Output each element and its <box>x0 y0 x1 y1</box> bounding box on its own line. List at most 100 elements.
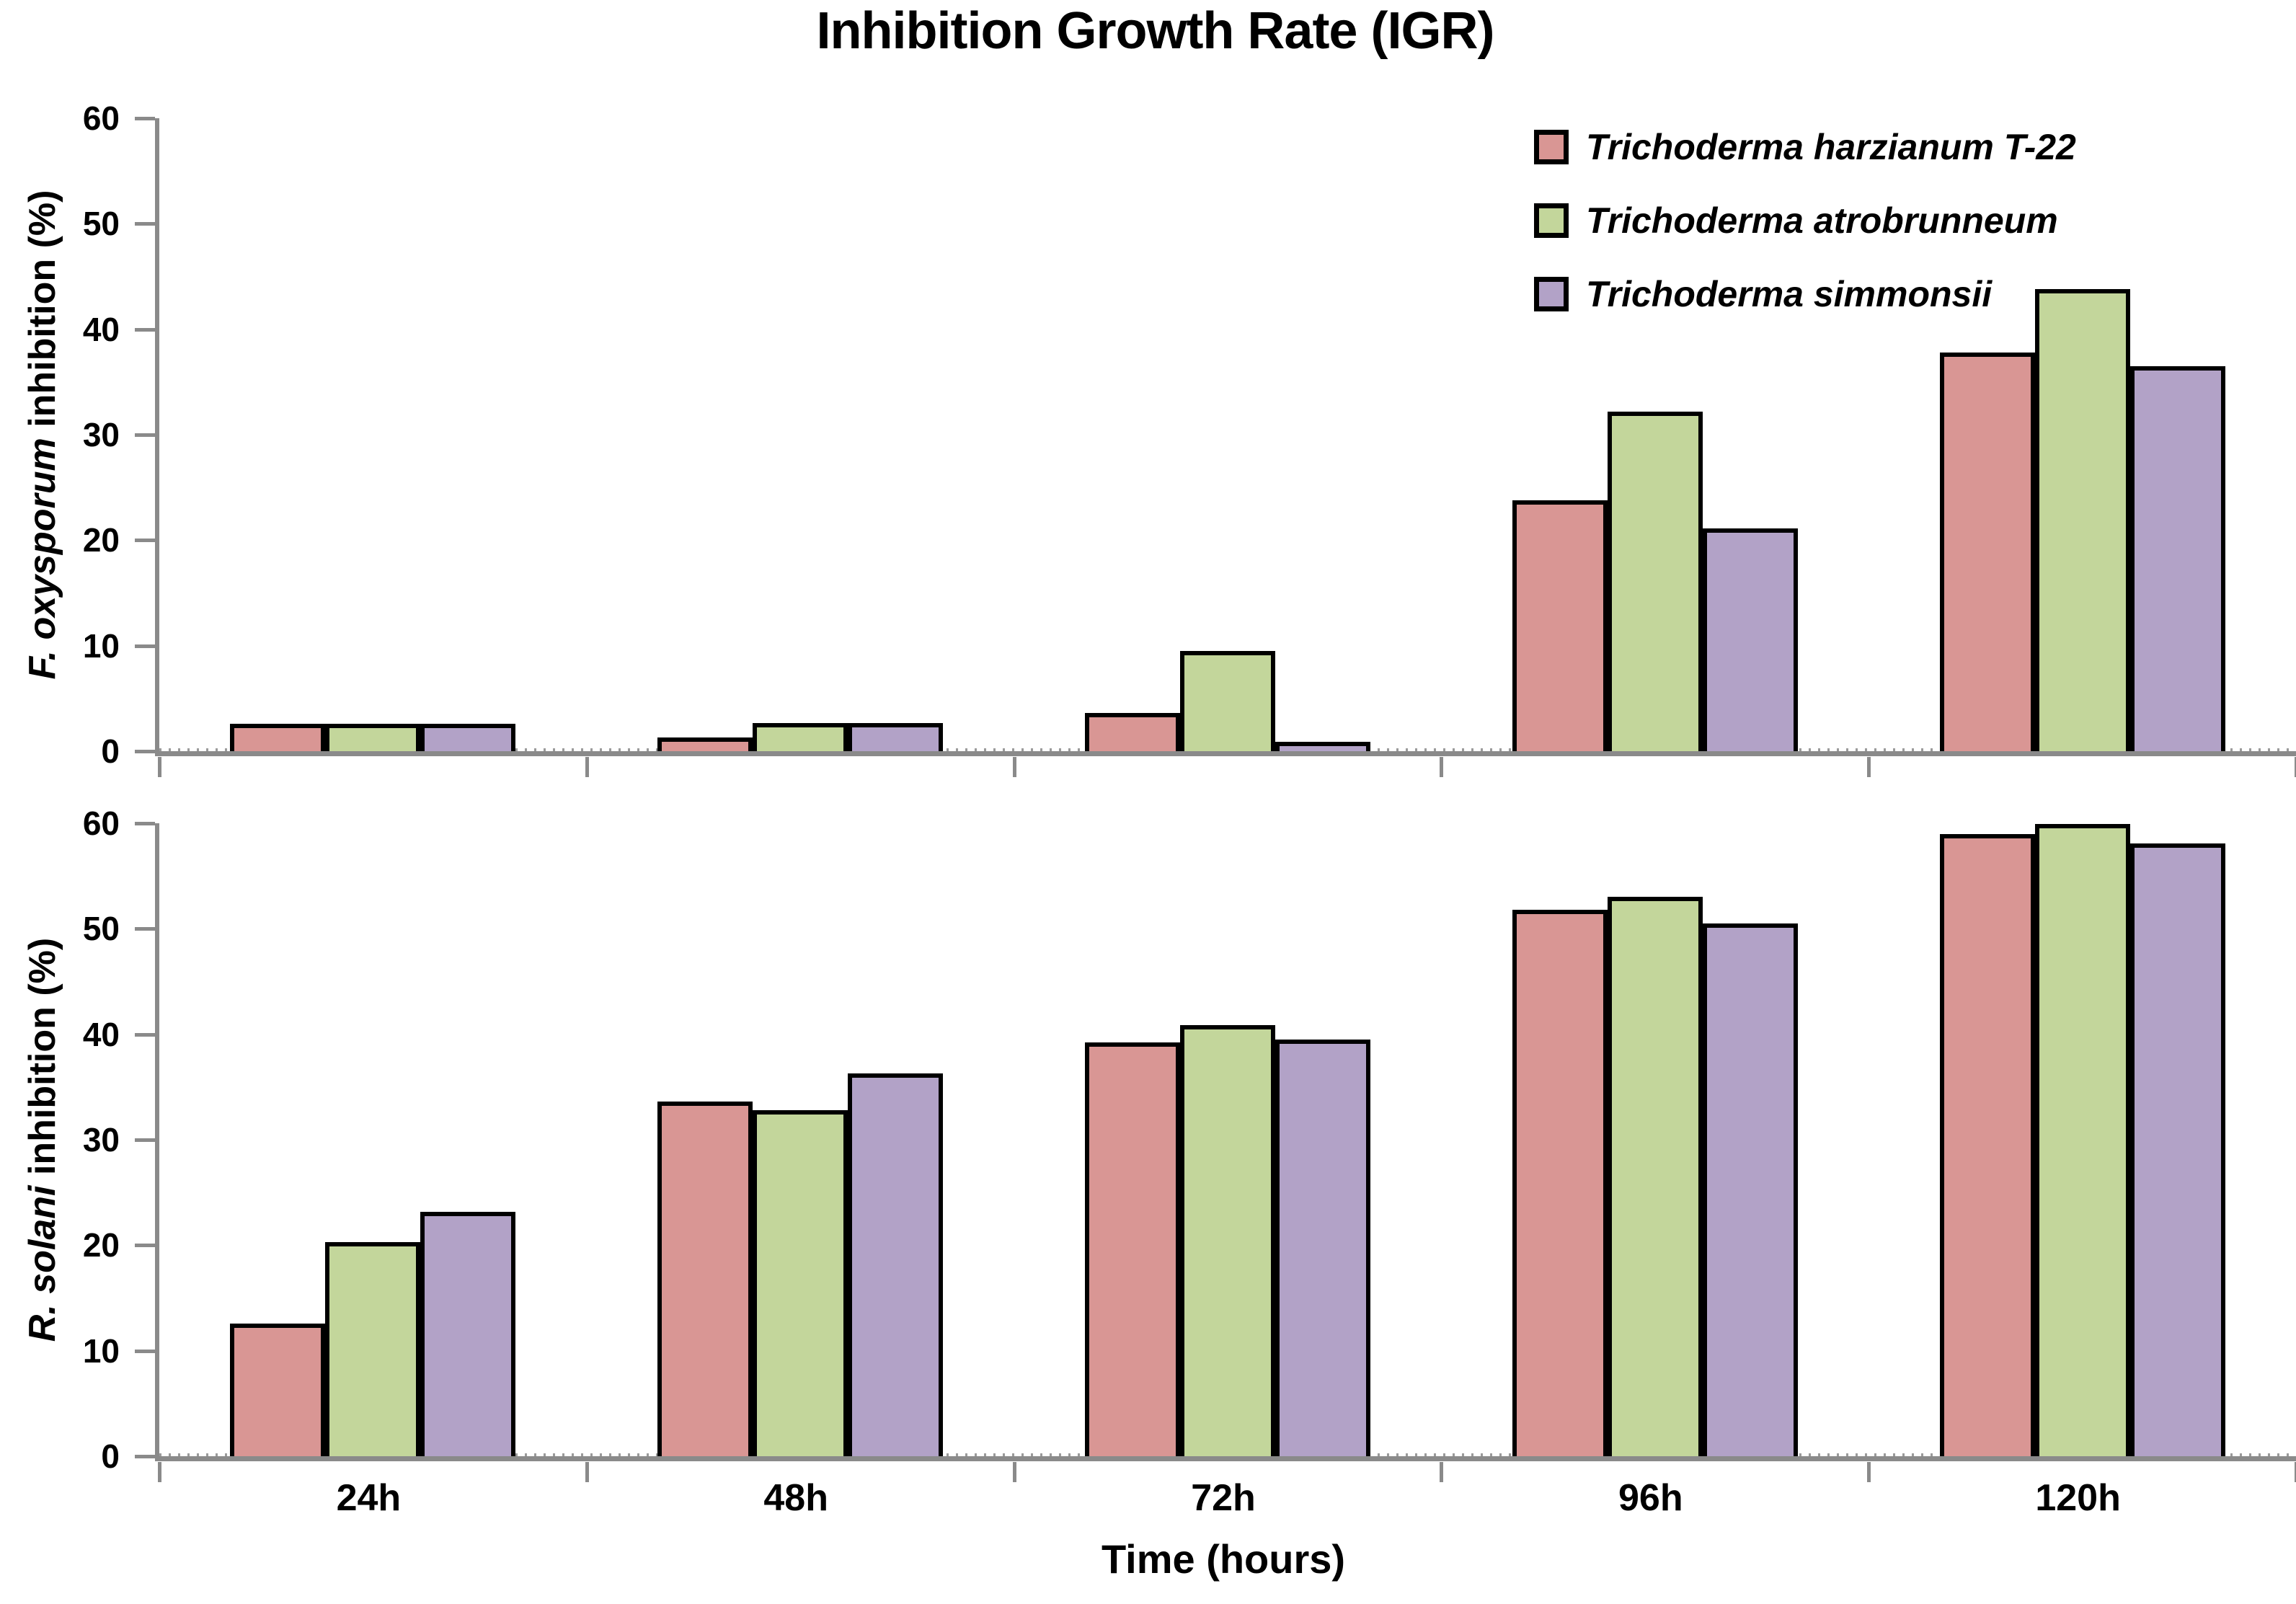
bar-96h-simmonsii <box>1702 528 1798 751</box>
y-tick-label-60: 60 <box>82 99 120 137</box>
legend-label-simmonsii: Trichoderma simmonsii <box>1586 274 1993 314</box>
y-tick-label-60: 60 <box>82 805 120 842</box>
bar-group-24h <box>159 823 587 1456</box>
x-boundary-tick <box>1440 757 1444 777</box>
y-tick-50 <box>135 927 155 931</box>
x-label-48h: 48h <box>763 1477 828 1519</box>
x-boundary-tick <box>158 757 161 777</box>
bar-120h-atrobrunneum <box>2034 289 2130 751</box>
bar-group-72h <box>1014 823 1442 1456</box>
bar-48h-atrobrunneum <box>753 1110 848 1456</box>
y-tick-10 <box>135 1349 155 1353</box>
legend: Trichoderma harzianum T-22 Trichoderma a… <box>1534 127 2076 349</box>
y-tick-0 <box>135 750 155 753</box>
chart-title: Inhibition Growth Rate (IGR) <box>816 2 1495 60</box>
x-boundary-tick <box>158 1462 161 1482</box>
x-axis-title: Time (hours) <box>1101 1536 1346 1582</box>
x-boundary-tick <box>1867 1462 1871 1482</box>
x-boundary-tick <box>585 757 589 777</box>
plot-area-f-oxysporum: 0 10 20 30 40 50 60 <box>83 99 2296 777</box>
x-boundary-tick <box>2295 1462 2296 1482</box>
x-axis-category-labels: 24h 48h 72h 96h 120h <box>155 1476 2292 1523</box>
bar-96h-T-22 <box>1512 910 1608 1456</box>
bar-48h-atrobrunneum <box>753 722 848 751</box>
bar-72h-T-22 <box>1084 1042 1180 1456</box>
bar-120h-T-22 <box>1939 833 2035 1456</box>
bar-48h-simmonsii <box>848 1073 944 1456</box>
x-boundary-tick <box>1867 757 1871 777</box>
x-label-96h: 96h <box>1618 1477 1683 1519</box>
x-label-120h: 120h <box>2035 1477 2121 1519</box>
bar-group-48h <box>587 118 1014 751</box>
bar-96h-simmonsii <box>1702 923 1798 1456</box>
y-tick-40 <box>135 327 155 332</box>
bar-group-120h <box>1869 118 2296 751</box>
legend-item-atrobrunneum: Trichoderma atrobrunneum <box>1534 200 2076 241</box>
bar-72h-simmonsii <box>1275 1039 1370 1456</box>
y-tick-30 <box>135 433 155 437</box>
bar-96h-atrobrunneum <box>1607 897 1703 1456</box>
bar-24h-simmonsii <box>420 723 516 751</box>
bar-72h-atrobrunneum <box>1179 1024 1275 1456</box>
bar-120h-simmonsii <box>2129 365 2225 751</box>
y-tick-label-20: 20 <box>82 521 120 559</box>
y-tick-label-40: 40 <box>82 1015 120 1053</box>
plot-area-r-solani: 0 10 20 30 40 50 60 <box>83 805 2296 1482</box>
x-label-24h: 24h <box>336 1477 402 1519</box>
x-boundary-tick <box>1440 1462 1444 1482</box>
y-tick-label-50: 50 <box>82 910 120 948</box>
x-boundary-tick <box>2295 757 2296 777</box>
y-tick-20 <box>135 1244 155 1248</box>
legend-item-simmonsii: Trichoderma simmonsii <box>1534 274 2076 314</box>
y-tick-label-10: 10 <box>82 1332 120 1370</box>
bar-group-24h <box>159 118 587 751</box>
x-boundary-tick <box>1012 1462 1016 1482</box>
bar-48h-T-22 <box>657 737 753 751</box>
bar-24h-atrobrunneum <box>325 1241 421 1456</box>
x-boundary-tick <box>1012 757 1016 777</box>
bar-96h-atrobrunneum <box>1607 411 1703 751</box>
bar-120h-simmonsii <box>2129 843 2225 1456</box>
y-tick-30 <box>135 1138 155 1142</box>
legend-swatch-harzianum <box>1534 130 1569 164</box>
y-tick-label-0: 0 <box>101 1437 120 1475</box>
bar-72h-simmonsii <box>1275 741 1370 751</box>
bar-group-48h <box>587 823 1014 1456</box>
bar-group-96h <box>1441 823 1869 1456</box>
bar-48h-simmonsii <box>848 722 944 751</box>
y-tick-label-50: 50 <box>82 205 120 243</box>
y-tick-label-20: 20 <box>82 1226 120 1264</box>
bar-72h-atrobrunneum <box>1179 650 1275 751</box>
y-tick-60 <box>135 117 155 120</box>
bar-120h-atrobrunneum <box>2034 824 2130 1456</box>
bar-72h-T-22 <box>1084 713 1180 751</box>
bar-24h-T-22 <box>230 1323 326 1456</box>
bar-120h-T-22 <box>1939 352 2035 751</box>
bar-24h-T-22 <box>230 723 326 751</box>
y-tick-60 <box>135 822 155 825</box>
y-tick-0 <box>135 1455 155 1458</box>
y-tick-label-30: 30 <box>82 1121 120 1158</box>
bar-24h-simmonsii <box>420 1211 516 1456</box>
bar-group-96h <box>1441 118 1869 751</box>
bar-group-120h <box>1869 823 2296 1456</box>
legend-swatch-simmonsii <box>1534 277 1569 311</box>
y-tick-label-40: 40 <box>82 310 120 348</box>
legend-label-atrobrunneum: Trichoderma atrobrunneum <box>1586 200 2058 241</box>
y-tick-label-10: 10 <box>82 626 120 665</box>
legend-item-harzianum: Trichoderma harzianum T-22 <box>1534 127 2076 167</box>
y-tick-40 <box>135 1032 155 1037</box>
y-tick-10 <box>135 644 155 648</box>
y-tick-50 <box>135 222 155 226</box>
x-boundary-tick <box>585 1462 589 1482</box>
y-tick-label-0: 0 <box>101 732 120 770</box>
bar-24h-atrobrunneum <box>325 723 421 751</box>
y-tick-label-30: 30 <box>82 416 120 453</box>
legend-swatch-atrobrunneum <box>1534 203 1569 238</box>
x-label-72h: 72h <box>1191 1477 1256 1519</box>
bar-96h-T-22 <box>1512 500 1608 751</box>
bar-group-72h <box>1014 118 1442 751</box>
bar-48h-T-22 <box>657 1102 753 1456</box>
y-tick-20 <box>135 539 155 543</box>
